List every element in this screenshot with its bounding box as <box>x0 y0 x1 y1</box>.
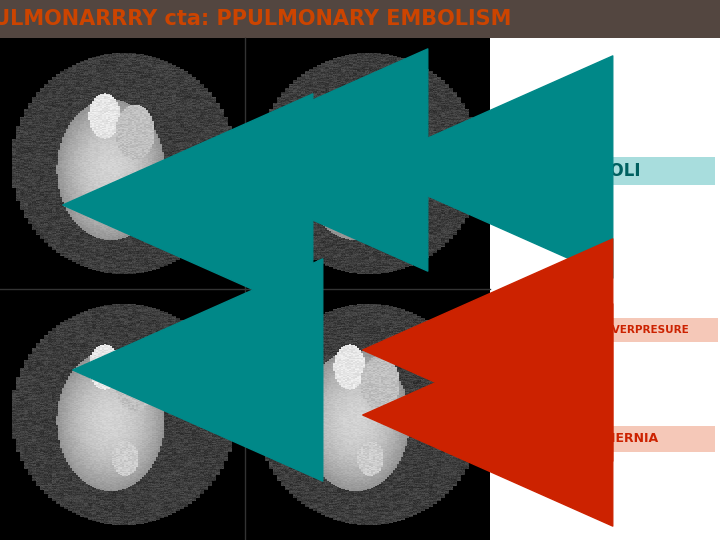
Bar <box>495 426 715 452</box>
Bar <box>495 157 715 185</box>
Text: RIGHT HEART OVERPRESURE: RIGHT HEART OVERPRESURE <box>521 325 689 335</box>
Bar <box>0 0 720 38</box>
Bar <box>492 318 718 342</box>
Bar <box>490 0 720 540</box>
Text: PULMONARRRY cta: PPULMONARY EMBOLISM: PULMONARRRY cta: PPULMONARY EMBOLISM <box>0 9 512 29</box>
Text: HIATAL HERNIA: HIATAL HERNIA <box>552 433 658 446</box>
Text: EMBOLI: EMBOLI <box>570 162 641 180</box>
